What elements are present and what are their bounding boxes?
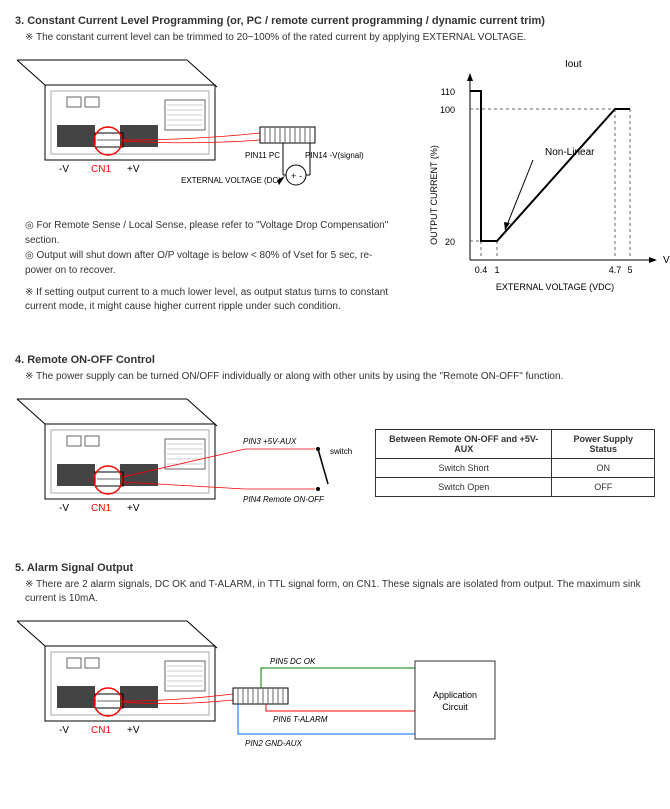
chart-iout-label: Iout	[565, 59, 582, 70]
iout-chart: Iout 110 100 20 0.4 1 4.7 5 V	[415, 55, 670, 305]
table-row: Switch Open OFF	[376, 478, 655, 497]
remote-onoff-table: Between Remote ON-OFF and +5V-AUX Power …	[375, 429, 655, 497]
svg-text:CN1: CN1	[91, 503, 111, 514]
section-3-note2: If setting output current to a much lowe…	[25, 286, 395, 314]
psu-svg-5: Application Circuit -V CN1 +V PIN5 DC OK…	[15, 616, 515, 761]
svg-text:-: -	[299, 171, 302, 181]
pin6-label: PIN6 T-ALARM	[273, 715, 328, 724]
app-circuit-label-1: Application	[433, 690, 477, 700]
section-3-title: 3. Constant Current Level Programming (o…	[15, 15, 655, 27]
psu-svg-3: + - -V CN1 +V PIN11 PC PIN14 -V(signal) …	[15, 55, 395, 215]
pin4-label: PIN4 Remote ON-OFF	[243, 495, 325, 504]
table-row: Switch Short ON	[376, 459, 655, 478]
section-3-row: + - -V CN1 +V PIN11 PC PIN14 -V(signal) …	[15, 55, 655, 324]
cell-r2c1: Switch Open	[376, 478, 552, 497]
chart-container: Iout 110 100 20 0.4 1 4.7 5 V	[415, 55, 670, 308]
section-3-bullet2: Output will shut down after O/P voltage …	[25, 248, 395, 278]
psu-diagram-5: Application Circuit -V CN1 +V PIN5 DC OK…	[15, 616, 515, 764]
section-4-title: 4. Remote ON-OFF Control	[15, 354, 655, 366]
section-5-row: Application Circuit -V CN1 +V PIN5 DC OK…	[15, 616, 655, 764]
pin2-label: PIN2 GND-AUX	[245, 739, 303, 748]
cell-r1c2: ON	[552, 459, 655, 478]
label-pv: +V	[127, 164, 140, 175]
svg-text:+V: +V	[127, 725, 140, 736]
chart-ylabel: OUTPUT CURRENT (%)	[429, 145, 439, 245]
pin3-label: PIN3 +5V-AUX	[243, 437, 297, 446]
section-5-title: 5. Alarm Signal Output	[15, 562, 655, 574]
svg-text:-V: -V	[59, 503, 69, 514]
svg-text:0.4: 0.4	[475, 265, 488, 275]
svg-text:-V: -V	[59, 725, 69, 736]
label-mv: -V	[59, 164, 69, 175]
section-5-note1: There are 2 alarm signals, DC OK and T-A…	[25, 578, 655, 606]
ext-volt-label: EXTERNAL VOLTAGE (DC)	[181, 176, 281, 185]
svg-text:+V: +V	[127, 503, 140, 514]
svg-text:4.7: 4.7	[609, 265, 622, 275]
section-3-bullet1: For Remote Sense / Local Sense, please r…	[25, 218, 395, 248]
switch-label: switch	[330, 447, 352, 456]
section-4: 4. Remote ON-OFF Control The power suppl…	[15, 354, 655, 532]
cell-r1c1: Switch Short	[376, 459, 552, 478]
psu-diagram-3: + - -V CN1 +V PIN11 PC PIN14 -V(signal) …	[15, 55, 395, 218]
pin14-label: PIN14 -V(signal)	[305, 151, 364, 160]
section-3-note1: The constant current level can be trimme…	[25, 31, 655, 45]
svg-text:1: 1	[494, 265, 499, 275]
table-header-2: Power Supply Status	[552, 430, 655, 459]
section-4-note1: The power supply can be turned ON/OFF in…	[25, 370, 655, 384]
section-3: 3. Constant Current Level Programming (o…	[15, 15, 655, 324]
svg-text:5: 5	[627, 265, 632, 275]
svg-text:110: 110	[441, 87, 455, 97]
label-cn1: CN1	[91, 164, 111, 175]
svg-text:CN1: CN1	[91, 725, 111, 736]
svg-text:20: 20	[445, 237, 455, 247]
psu-svg-4: switch -V CN1 +V PIN3 +5V-AUX PIN4 Remot…	[15, 394, 355, 529]
pin11-label: PIN11 PC	[245, 151, 280, 160]
svg-text:V: V	[663, 255, 670, 266]
section-4-row: switch -V CN1 +V PIN3 +5V-AUX PIN4 Remot…	[15, 394, 655, 532]
pin5-label: PIN5 DC OK	[270, 657, 316, 666]
app-circuit-label-2: Circuit	[442, 702, 468, 712]
section-5: 5. Alarm Signal Output There are 2 alarm…	[15, 562, 655, 764]
cell-r2c2: OFF	[552, 478, 655, 497]
psu-diagram-4: switch -V CN1 +V PIN3 +5V-AUX PIN4 Remot…	[15, 394, 355, 532]
chart-xlabel: EXTERNAL VOLTAGE (VDC)	[496, 282, 614, 292]
svg-text:+: +	[291, 171, 296, 181]
svg-text:100: 100	[440, 105, 455, 115]
table-header-1: Between Remote ON-OFF and +5V-AUX	[376, 430, 552, 459]
nonlinear-label: Non-Linear	[545, 147, 595, 158]
